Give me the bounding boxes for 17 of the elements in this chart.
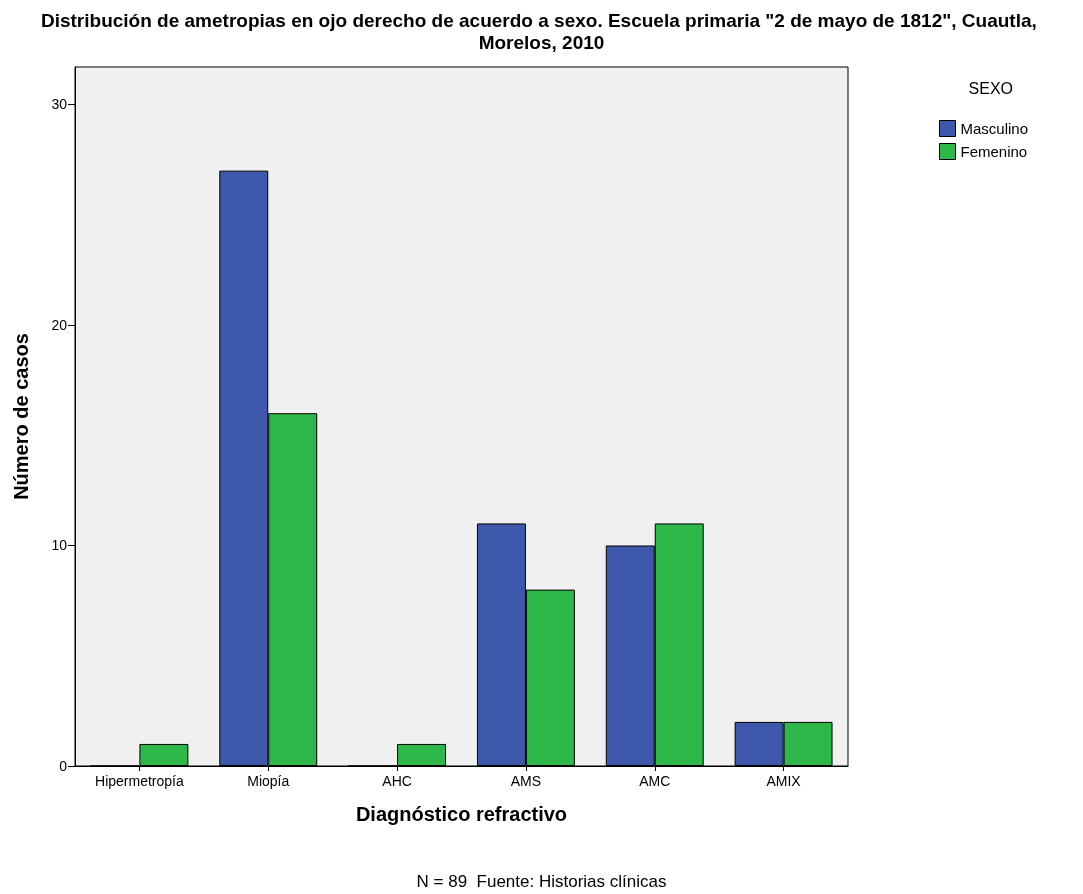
x-axis-title: Diagnóstico refractivo	[355, 803, 568, 825]
x-tick-label: Hipermetropía	[95, 773, 184, 789]
x-tick-label: AMIX	[766, 773, 802, 789]
y-tick-label: 30	[51, 96, 68, 113]
legend-label: Masculino	[960, 120, 1028, 137]
text: N = 89 Fuente: Historias clínicas	[416, 872, 667, 891]
chart-title: Distribución de ametropias en ojo derecho de acuerdo a sexo. Escuela primaria "2 de mayo de 1812", Cuautla, Morelos, 2010	[40, 9, 1043, 53]
x-tick-label: Miopía	[247, 773, 290, 789]
y-axis-title: Número de casos	[10, 333, 32, 500]
x-tick-label: AHC	[382, 773, 412, 789]
x-tick-label: AMS	[510, 773, 542, 789]
x-tick-label: AMC	[639, 773, 671, 789]
y-tick-label: 20	[51, 316, 68, 333]
legend-title: SEXO	[968, 79, 1014, 97]
legend-label: Femenino	[960, 143, 1028, 160]
y-tick-label: 0	[59, 758, 68, 774]
y-tick-label: 10	[51, 537, 68, 554]
